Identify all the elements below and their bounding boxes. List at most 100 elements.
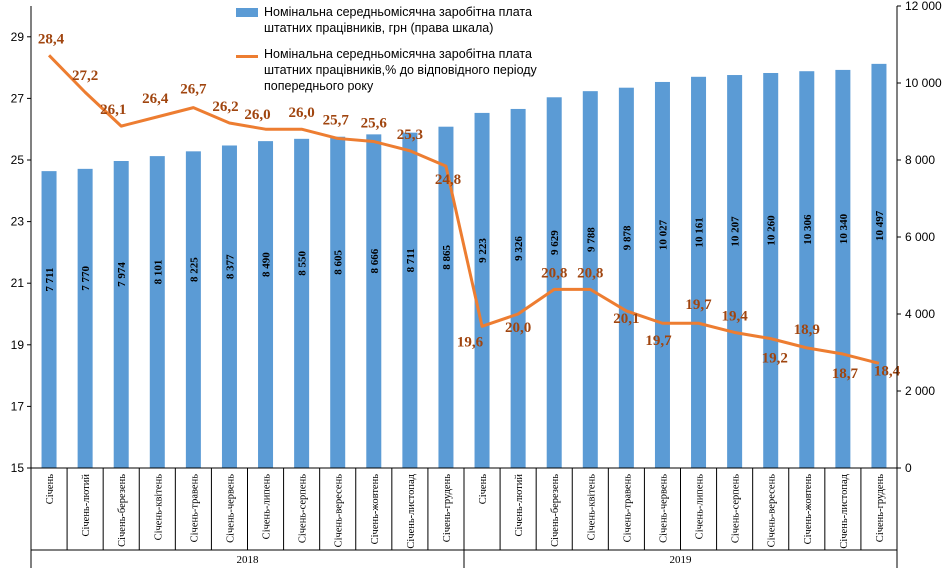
x-tick-label: Січень-квітень xyxy=(153,474,164,541)
x-tick-label: Січень-грудень xyxy=(875,474,886,542)
bar-value-label: 7 711 xyxy=(44,267,56,291)
x-tick-label: Січень-травень xyxy=(189,474,200,543)
bar xyxy=(582,91,598,469)
bar-value-labels: 7 711 7 770 7 974 8 101 8 225 8 377 8 490 8 550… xyxy=(44,210,886,291)
bar xyxy=(294,138,310,468)
line-value-label: 20,8 xyxy=(541,265,567,281)
bar-value-label: 10 161 xyxy=(694,217,706,247)
line-value-labels: 28,4 27,2 26,1 26,4 26,7 26,2 26,0 26,0 25,7 25,6… xyxy=(38,31,901,382)
right-tick-label: 10 000 xyxy=(905,76,942,90)
x-tick-label: Січень-серпень xyxy=(298,474,309,543)
line-value-label: 20,0 xyxy=(505,320,531,336)
x-tick-label: Січень xyxy=(478,474,489,504)
bar xyxy=(799,71,815,469)
line-value-label: 26,7 xyxy=(180,82,207,98)
bar-value-label: 8 711 xyxy=(405,248,417,272)
left-tick-label: 17 xyxy=(11,399,25,413)
line-value-label: 18,9 xyxy=(794,322,820,338)
line-value-label: 28,4 xyxy=(38,31,65,47)
line-value-label: 20,8 xyxy=(577,265,603,281)
bar-value-label: 8 490 xyxy=(261,252,273,277)
right-axis: 0 2 000 4 000 6 000 8 000 10 000 12 000 xyxy=(896,0,942,475)
right-tick-label: 0 xyxy=(905,461,912,475)
bar-value-label: 10 306 xyxy=(802,214,814,245)
bar-value-label: 8 225 xyxy=(188,257,200,282)
bar-value-label: 9 223 xyxy=(477,238,489,263)
left-tick-label: 27 xyxy=(11,91,25,105)
right-tick-label: 8 000 xyxy=(905,153,935,167)
line-value-label: 25,7 xyxy=(323,112,350,128)
bar xyxy=(77,168,93,469)
line-value-label: 19,6 xyxy=(457,334,484,350)
line-value-label: 19,4 xyxy=(722,308,749,324)
legend-label-line: Номінальна середньомісячна заробітна пла… xyxy=(264,47,537,93)
line-value-label: 19,7 xyxy=(685,297,712,313)
line-value-label: 18,7 xyxy=(832,366,859,382)
bar xyxy=(149,156,165,468)
bar xyxy=(835,69,851,468)
x-tick-label: Січень-червень xyxy=(225,474,236,543)
right-tick-label: 6 000 xyxy=(905,230,935,244)
x-tick-label: Січень-липень xyxy=(262,474,273,540)
bar-value-label: 8 865 xyxy=(441,244,453,269)
bar-value-label: 9 629 xyxy=(549,230,561,255)
bar xyxy=(402,132,418,468)
bar xyxy=(691,76,707,468)
line-value-label: 27,2 xyxy=(72,68,98,84)
bar-value-label: 8 101 xyxy=(152,260,164,285)
bar xyxy=(546,97,562,468)
bar-value-label: 7 770 xyxy=(80,266,92,291)
left-tick-label: 25 xyxy=(11,153,25,167)
bar-value-label: 8 377 xyxy=(224,254,236,279)
left-tick-label: 19 xyxy=(11,338,25,352)
legend-swatch-bar xyxy=(236,8,258,17)
x-tick-label: Січень-лютий xyxy=(514,474,525,537)
legend-swatch-line xyxy=(236,55,258,58)
legend-label-bar: Номінальна середньомісячна заробітна пла… xyxy=(264,5,532,35)
x-tick-label: Січень-листопад xyxy=(839,473,850,548)
bar-series xyxy=(41,63,887,469)
bar-value-label: 9 878 xyxy=(621,225,633,250)
series-line xyxy=(47,54,880,365)
bar xyxy=(221,145,237,468)
line-value-label: 25,6 xyxy=(361,116,388,132)
bar xyxy=(474,112,490,469)
left-tick-label: 29 xyxy=(11,30,25,44)
bar xyxy=(330,136,346,468)
line-value-label: 18,4 xyxy=(874,363,901,379)
x-tick-label: Січень-квітень xyxy=(586,474,597,541)
line-value-label: 19,7 xyxy=(645,333,672,349)
x-tick-label: Січень-грудень xyxy=(442,474,453,542)
right-tick-label: 12 000 xyxy=(905,0,942,13)
bar xyxy=(618,87,634,469)
x-tick-label: Січень-вересень xyxy=(334,474,345,548)
x-tick-label: Січень-жовтень xyxy=(370,474,381,545)
line-value-label: 26,0 xyxy=(244,107,270,123)
bar-value-label: 8 550 xyxy=(297,251,309,276)
x-tick-label: Січень-березень xyxy=(550,474,561,547)
left-tick-label: 21 xyxy=(11,276,25,290)
right-tick-label: 2 000 xyxy=(905,384,935,398)
line-series xyxy=(47,54,880,365)
bar-value-label: 10 260 xyxy=(766,215,778,246)
bar-value-label: 8 666 xyxy=(369,248,381,273)
x-tick-label: Січень-вересень xyxy=(767,474,778,548)
left-tick-label: 23 xyxy=(11,215,25,229)
bar xyxy=(654,81,670,468)
bar xyxy=(185,151,201,468)
bar xyxy=(763,72,779,469)
x-group-label: 2019 xyxy=(670,554,693,566)
bar-value-label: 10 027 xyxy=(657,219,669,250)
line-value-label: 26,1 xyxy=(100,102,126,118)
right-tick-label: 4 000 xyxy=(905,307,935,321)
x-group-label: 2018 xyxy=(237,554,260,566)
bar xyxy=(41,171,57,468)
line-value-label: 24,8 xyxy=(435,172,461,188)
line-value-label: 19,2 xyxy=(762,351,788,367)
bar-value-label: 9 326 xyxy=(513,236,525,261)
bar xyxy=(510,108,526,468)
x-tick-label: Січень-листопад xyxy=(406,473,417,548)
line-value-label: 26,4 xyxy=(142,91,169,107)
left-tick-label: 15 xyxy=(11,461,25,475)
left-axis: 15 17 19 21 23 25 27 29 xyxy=(11,6,32,475)
